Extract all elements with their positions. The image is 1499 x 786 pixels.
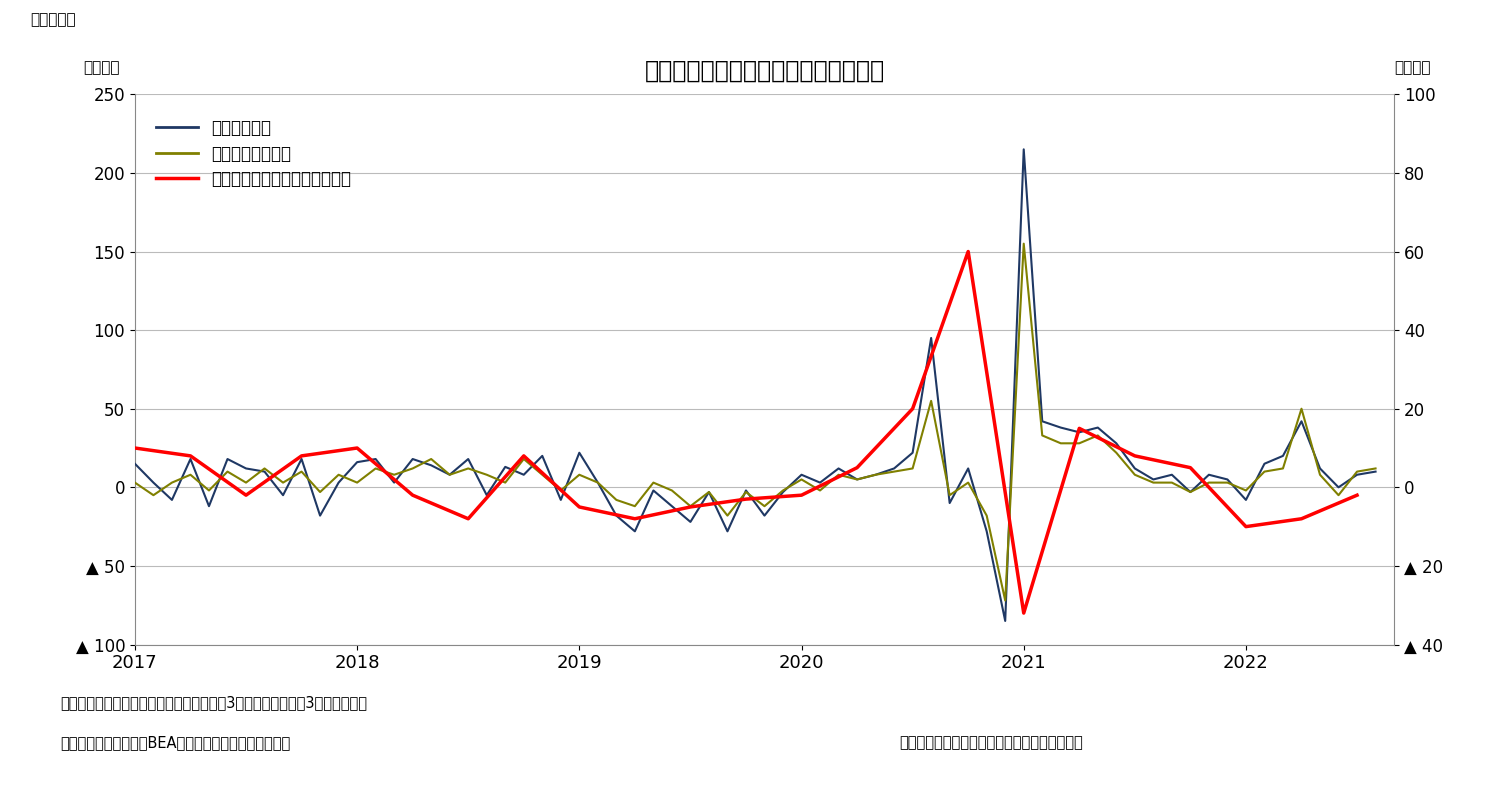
Title: 住宅着工件数と実質住宅投資の伸び率: 住宅着工件数と実質住宅投資の伸び率 [645, 59, 884, 83]
Legend: 住宅着工件数, 住宅建築許可件数, 住宅投資（実質伸び率、右軸）: 住宅着工件数, 住宅建築許可件数, 住宅投資（実質伸び率、右軸） [156, 119, 351, 188]
Text: （図表１）: （図表１） [30, 12, 75, 27]
Text: （注）住宅着工件数、住宅建築許可件数は3カ月移動平均後の3カ月前比年率: （注）住宅着工件数、住宅建築許可件数は3カ月移動平均後の3カ月前比年率 [60, 696, 367, 711]
Text: （着工・建築許可：月次、住宅投資：四半期）: （着工・建築許可：月次、住宅投資：四半期） [899, 735, 1084, 750]
Text: （資料）センサス局、BEAよりニッセイ基礎研究所作成: （資料）センサス局、BEAよりニッセイ基礎研究所作成 [60, 735, 291, 750]
Text: （年率）: （年率） [1394, 60, 1430, 75]
Text: （年率）: （年率） [84, 60, 120, 75]
